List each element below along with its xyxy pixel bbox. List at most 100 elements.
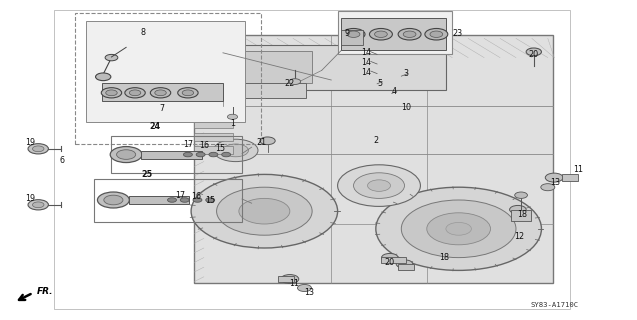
Circle shape xyxy=(239,198,290,224)
Circle shape xyxy=(427,213,490,245)
Text: 10: 10 xyxy=(401,103,412,112)
Circle shape xyxy=(28,144,48,154)
Text: 19: 19 xyxy=(25,194,36,203)
Text: 12: 12 xyxy=(514,232,524,241)
Circle shape xyxy=(338,165,420,206)
Circle shape xyxy=(347,31,360,37)
Bar xyxy=(194,146,233,154)
Circle shape xyxy=(104,195,123,205)
Text: 14: 14 xyxy=(361,68,371,76)
Circle shape xyxy=(446,222,471,235)
Bar xyxy=(86,21,245,122)
Circle shape xyxy=(369,28,392,40)
Circle shape xyxy=(401,200,516,258)
Circle shape xyxy=(150,88,171,98)
Text: 13: 13 xyxy=(550,178,561,187)
Circle shape xyxy=(398,28,421,40)
Circle shape xyxy=(106,90,117,96)
Circle shape xyxy=(289,79,301,84)
Circle shape xyxy=(209,152,218,157)
Text: 15: 15 xyxy=(215,144,225,153)
Bar xyxy=(102,83,223,101)
Circle shape xyxy=(110,147,142,163)
Text: 7: 7 xyxy=(160,104,165,113)
Bar xyxy=(94,179,242,222)
Circle shape xyxy=(178,88,198,98)
Text: 15: 15 xyxy=(205,196,215,204)
Circle shape xyxy=(510,205,526,214)
Circle shape xyxy=(32,146,44,152)
Circle shape xyxy=(96,73,111,81)
Bar xyxy=(141,151,202,159)
Circle shape xyxy=(196,152,205,157)
Circle shape xyxy=(217,187,312,235)
Circle shape xyxy=(376,187,541,270)
Text: 8: 8 xyxy=(141,28,146,36)
Circle shape xyxy=(430,31,443,37)
Text: 11: 11 xyxy=(573,165,583,174)
Circle shape xyxy=(342,28,365,40)
Circle shape xyxy=(129,90,141,96)
Bar xyxy=(381,257,406,263)
Text: 17: 17 xyxy=(175,191,185,200)
Text: FR.: FR. xyxy=(37,287,54,296)
Text: 5: 5 xyxy=(378,79,383,88)
Circle shape xyxy=(396,260,413,268)
Bar xyxy=(129,196,189,204)
Bar xyxy=(54,10,570,309)
Bar xyxy=(338,11,452,54)
Text: 9: 9 xyxy=(345,29,350,38)
Bar xyxy=(341,30,363,45)
Text: 20: 20 xyxy=(529,50,539,59)
Circle shape xyxy=(105,54,118,61)
Text: 11: 11 xyxy=(289,279,299,288)
Circle shape xyxy=(183,152,192,157)
Text: 4: 4 xyxy=(391,87,396,96)
Circle shape xyxy=(297,284,311,292)
Circle shape xyxy=(117,150,136,159)
Circle shape xyxy=(354,173,404,198)
Circle shape xyxy=(222,152,231,157)
Text: SY83-A1710C: SY83-A1710C xyxy=(530,302,578,308)
Text: 17: 17 xyxy=(183,140,194,149)
Circle shape xyxy=(227,114,238,119)
Circle shape xyxy=(206,198,215,202)
Bar xyxy=(194,133,233,141)
Text: 16: 16 xyxy=(199,141,209,150)
Bar xyxy=(217,51,312,83)
Circle shape xyxy=(182,90,194,96)
Bar xyxy=(278,276,294,282)
Circle shape xyxy=(180,198,189,202)
Bar xyxy=(229,83,306,98)
Circle shape xyxy=(223,144,248,157)
Bar xyxy=(341,18,446,50)
Circle shape xyxy=(403,31,416,37)
Text: 21: 21 xyxy=(256,138,266,147)
Polygon shape xyxy=(194,35,553,283)
Circle shape xyxy=(368,180,390,191)
Text: 19: 19 xyxy=(25,138,36,147)
Text: 14: 14 xyxy=(361,58,371,67)
Circle shape xyxy=(515,192,527,198)
Circle shape xyxy=(97,192,129,208)
Circle shape xyxy=(28,200,48,210)
Text: 18: 18 xyxy=(517,210,527,219)
Circle shape xyxy=(545,173,563,182)
Circle shape xyxy=(375,31,387,37)
Text: 23: 23 xyxy=(452,29,462,38)
Circle shape xyxy=(425,28,448,40)
Text: 6: 6 xyxy=(60,156,65,164)
Bar xyxy=(398,264,414,270)
Circle shape xyxy=(101,88,122,98)
Bar xyxy=(204,45,446,90)
Bar xyxy=(562,174,578,181)
Circle shape xyxy=(260,137,275,145)
Text: 1: 1 xyxy=(230,119,235,128)
Text: 2: 2 xyxy=(373,136,378,145)
Circle shape xyxy=(281,275,299,284)
Circle shape xyxy=(193,198,202,202)
Text: 13: 13 xyxy=(304,288,314,297)
Text: 20: 20 xyxy=(385,258,395,267)
Circle shape xyxy=(526,48,541,56)
Circle shape xyxy=(32,202,44,208)
